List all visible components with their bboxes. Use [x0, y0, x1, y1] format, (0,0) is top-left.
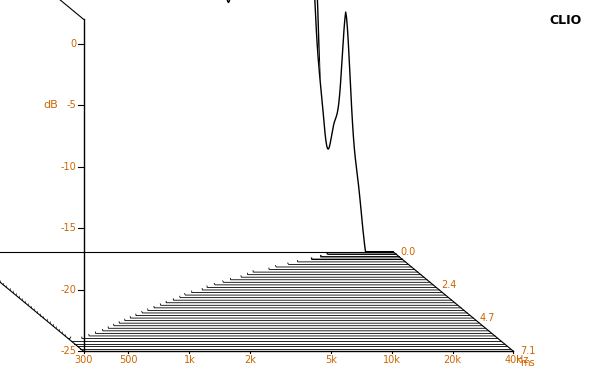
Polygon shape	[53, 200, 482, 326]
Polygon shape	[37, 156, 467, 313]
Text: 40k: 40k	[504, 355, 522, 365]
Polygon shape	[0, 0, 424, 277]
Text: Hz: Hz	[516, 355, 529, 365]
Text: dB: dB	[44, 100, 58, 110]
Polygon shape	[0, 0, 399, 257]
Text: 20k: 20k	[444, 355, 461, 365]
Polygon shape	[0, 0, 415, 269]
Polygon shape	[0, 0, 411, 267]
Text: 2k: 2k	[244, 355, 256, 365]
Text: 0: 0	[70, 39, 76, 49]
Polygon shape	[0, 0, 421, 275]
Polygon shape	[19, 78, 448, 298]
Polygon shape	[34, 147, 464, 310]
Text: 5k: 5k	[325, 355, 337, 365]
Polygon shape	[0, 0, 408, 264]
Text: CLIO: CLIO	[550, 14, 582, 27]
Text: -15: -15	[60, 223, 76, 233]
Polygon shape	[50, 191, 479, 323]
Polygon shape	[0, 0, 418, 272]
Text: 500: 500	[119, 355, 138, 365]
Text: -10: -10	[61, 162, 76, 172]
Text: -5: -5	[67, 100, 76, 110]
Text: 0.0: 0.0	[400, 247, 416, 257]
Polygon shape	[65, 292, 495, 336]
Text: 300: 300	[75, 355, 93, 365]
Polygon shape	[0, 0, 402, 259]
Polygon shape	[4, 20, 433, 285]
Polygon shape	[41, 165, 470, 315]
Text: -25: -25	[60, 346, 76, 356]
Polygon shape	[68, 318, 498, 339]
Polygon shape	[0, 0, 427, 280]
Polygon shape	[10, 43, 439, 290]
Polygon shape	[16, 66, 445, 295]
Polygon shape	[28, 112, 458, 305]
Text: 10k: 10k	[383, 355, 401, 365]
Polygon shape	[22, 89, 452, 300]
Text: 2.4: 2.4	[441, 280, 456, 290]
Polygon shape	[59, 240, 489, 331]
Polygon shape	[62, 266, 492, 334]
Polygon shape	[25, 101, 455, 303]
Polygon shape	[44, 174, 473, 318]
Polygon shape	[13, 54, 442, 293]
Polygon shape	[56, 215, 485, 328]
Text: 4.7: 4.7	[480, 313, 496, 323]
Text: -20: -20	[60, 285, 76, 295]
Polygon shape	[31, 138, 461, 308]
Text: 1k: 1k	[183, 355, 195, 365]
Text: ms: ms	[521, 358, 535, 368]
Polygon shape	[0, 0, 393, 252]
Polygon shape	[0, 0, 405, 262]
Polygon shape	[0, 0, 396, 254]
Text: 7.1: 7.1	[521, 346, 536, 356]
Polygon shape	[7, 32, 436, 288]
Polygon shape	[47, 183, 476, 321]
Polygon shape	[0, 8, 430, 282]
